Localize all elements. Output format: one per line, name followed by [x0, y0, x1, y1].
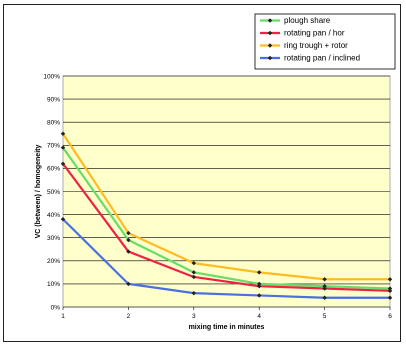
legend-label: ring trough + rotor [284, 41, 348, 50]
y-tick-label: 70% [47, 143, 60, 150]
y-tick-label: 90% [47, 96, 60, 103]
legend-marker [267, 55, 273, 61]
data-point-marker [257, 284, 262, 289]
data-point-marker [257, 270, 262, 275]
x-axis-label: mixing time in minutes [189, 324, 265, 331]
x-tick-label: 3 [192, 313, 196, 320]
y-tick-label: 60% [47, 166, 60, 173]
data-point-marker [387, 288, 393, 294]
data-point-marker [126, 281, 131, 287]
legend-label: rotating pan / inclined [284, 54, 360, 63]
series-lines [60, 131, 393, 300]
y-axis-ticks: 0% 10% 20% 30% 40% 50% 60% 70% 80% 90% 100% [43, 73, 60, 311]
legend-box [254, 13, 396, 70]
legend-label: plough share [284, 16, 331, 25]
y-axis-label: VC (between) / homogeneity [35, 145, 42, 239]
data-point-marker [191, 260, 196, 266]
data-point-marker [126, 249, 131, 254]
legend-marker [267, 18, 273, 23]
series-line [62, 133, 390, 281]
data-point-marker [191, 270, 196, 275]
data-point-marker [387, 277, 393, 282]
data-point-marker [322, 277, 327, 282]
data-point-marker [126, 237, 131, 243]
data-point-marker [191, 274, 196, 280]
data-point-marker [60, 131, 66, 136]
data-point-marker [322, 295, 327, 300]
series-line [62, 163, 391, 292]
data-point-marker [191, 290, 196, 296]
data-point-marker [322, 284, 327, 289]
x-tick-label: 4 [257, 313, 261, 320]
series-line [62, 146, 391, 290]
y-tick-label: 50% [47, 189, 60, 196]
y-tick-label: 40% [47, 212, 60, 219]
y-tick-label: 10% [47, 281, 60, 288]
legend-marker [267, 43, 273, 48]
legend-label: rotating pan / hor [284, 29, 345, 38]
y-tick-label: 30% [47, 235, 60, 242]
legend: plough share rotating pan / hor ring troug… [254, 13, 396, 70]
y-tick-label: 100% [43, 73, 60, 80]
data-point-marker [60, 161, 66, 166]
x-tick-label: 2 [127, 313, 131, 320]
x-tick-label: 6 [388, 313, 392, 320]
x-tick-label: 5 [323, 313, 327, 320]
y-tick-label: 20% [47, 258, 60, 265]
data-point-marker [60, 145, 66, 150]
x-axis-ticks: 1 2 3 4 5 6 [61, 307, 392, 320]
y-tick-label: 80% [47, 120, 60, 127]
legend-marker [267, 30, 273, 36]
data-point-marker [322, 286, 327, 291]
x-tick-label: 1 [61, 313, 65, 320]
y-tick-label: 0% [51, 304, 61, 311]
data-point-marker [257, 293, 262, 298]
data-point-marker [126, 230, 131, 236]
data-point-marker [60, 217, 66, 222]
data-point-marker [387, 286, 393, 291]
series-line [62, 218, 390, 299]
data-point-marker [387, 295, 393, 300]
